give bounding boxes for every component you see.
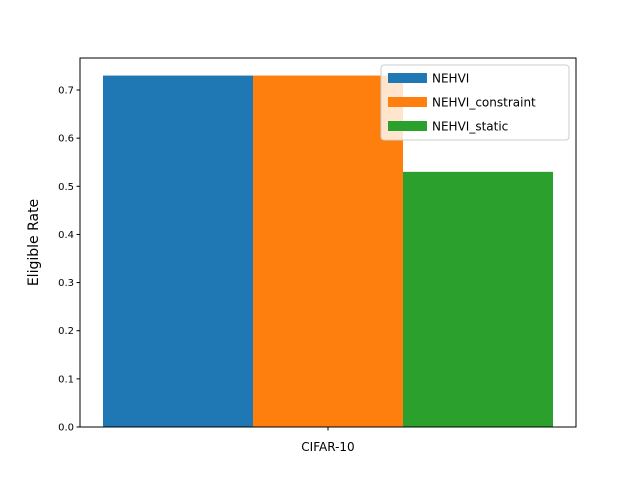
legend-swatch <box>388 97 427 107</box>
x-axis: CIFAR-10 <box>301 427 355 454</box>
legend-label: NEHVI_constraint <box>432 96 536 110</box>
y-tick-label: 0.4 <box>58 230 74 241</box>
legend-swatch <box>388 73 427 83</box>
legend-label: NEHVI <box>432 72 469 86</box>
y-tick-label: 0.2 <box>58 326 74 337</box>
legend-swatch <box>388 121 427 131</box>
bar-nehvi-constraint <box>253 75 403 428</box>
y-tick-label: 0.7 <box>58 86 74 97</box>
y-tick-label: 0.6 <box>58 134 74 145</box>
y-tick-label: 0.1 <box>58 374 74 385</box>
x-tick-label: CIFAR-10 <box>301 440 354 454</box>
legend: NEHVI NEHVI_constraint NEHVI_static <box>380 64 570 141</box>
y-axis: 0.0 0.1 0.2 0.3 0.4 0.5 0.6 0.7 <box>58 86 80 434</box>
y-tick-label: 0.0 <box>58 423 74 434</box>
bar-nehvi-static <box>403 171 553 427</box>
legend-label: NEHVI_static <box>432 120 508 134</box>
bars-group <box>103 75 553 428</box>
y-axis-title: Eligible Rate <box>26 199 42 286</box>
y-tick-label: 0.5 <box>58 182 74 193</box>
y-tick-label: 0.3 <box>58 278 74 289</box>
legend-box <box>380 64 570 141</box>
bar-nehvi <box>103 75 253 428</box>
